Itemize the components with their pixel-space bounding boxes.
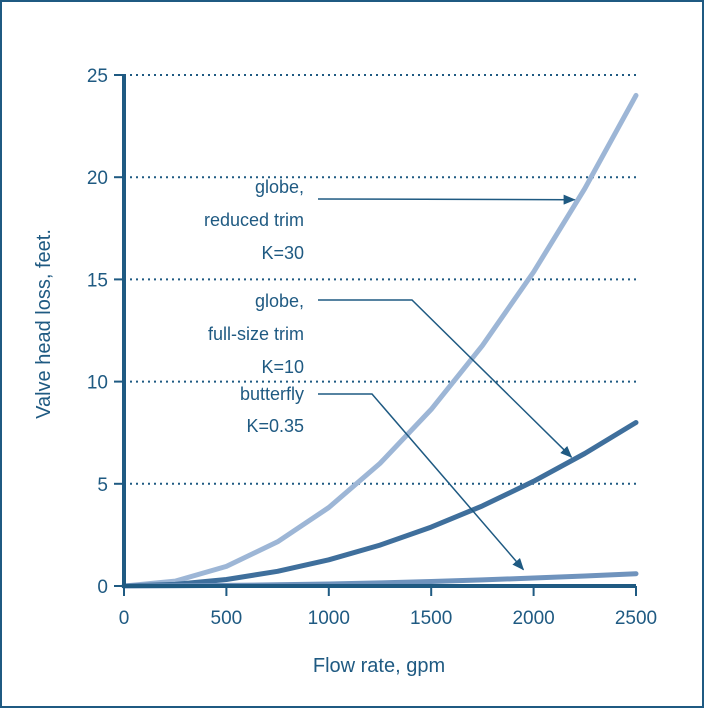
y-tick-label-4: 20: [87, 168, 108, 189]
annotation-butterfly: butterfly K=0.35: [240, 384, 304, 436]
x-tick-label-4: 2000: [512, 608, 554, 629]
annotation-globe_full: globe, full-size trim K=10: [208, 291, 304, 377]
annotation-line: globe,: [255, 177, 304, 197]
x-axis-title: Flow rate, gpm: [313, 655, 445, 677]
y-tick-label-1: 5: [97, 475, 108, 496]
annotation-line: K=10: [261, 357, 304, 377]
x-tick-label-5: 2500: [615, 608, 657, 629]
arrow-butterfly: [318, 393, 525, 571]
x-tick-label-1: 500: [211, 608, 243, 629]
x-tick-label-0: 0: [119, 608, 130, 629]
annotation-line: K=0.35: [246, 416, 304, 436]
annotation-line: globe,: [255, 291, 304, 311]
annotation-line: reduced trim: [204, 210, 304, 230]
x-tick-label-3: 1500: [410, 608, 452, 629]
y-tick-label-2: 10: [87, 373, 108, 394]
y-tick-label-0: 0: [97, 577, 108, 598]
y-tick-label-5: 25: [87, 66, 108, 87]
series-line-globe_full: [121, 420, 639, 589]
annotation-line: K=30: [261, 243, 304, 263]
annotation-layer: globe, reduced trim K=30 globe, full-size tr…: [204, 177, 576, 571]
arrow-globe_reduced: [317, 194, 576, 205]
x-tick-label-2: 1000: [308, 608, 350, 629]
annotation-globe_reduced: globe, reduced trim K=30: [204, 177, 304, 263]
annotation-line: butterfly: [240, 384, 304, 404]
grid-layer: [124, 74, 636, 485]
annotation-line: full-size trim: [208, 324, 304, 344]
y-axis-title: Valve head loss, feet.: [33, 229, 55, 419]
y-tick-label-3: 15: [87, 270, 108, 291]
series-layer: [121, 92, 639, 589]
series-line-globe_reduced: [121, 92, 639, 589]
arrow-globe_full: [318, 299, 573, 458]
axis-layer: [122, 75, 636, 588]
tick-layer: 0 5 10 15 20 25 0 500 1000 1500 2000 2500: [87, 66, 657, 629]
